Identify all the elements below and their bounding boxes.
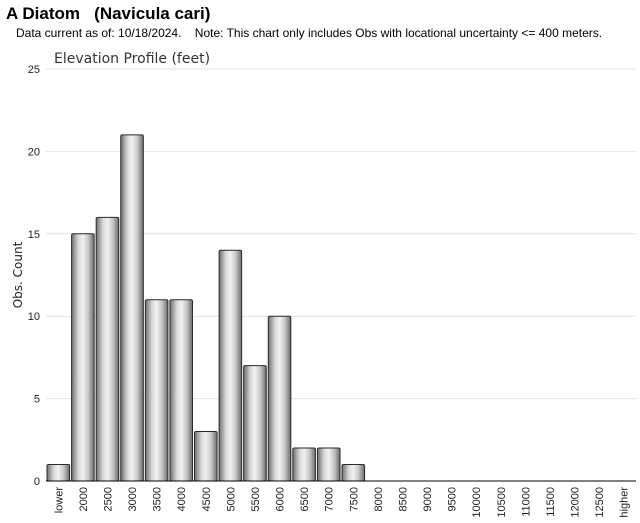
x-tick-label: lower [53,487,65,514]
bar-7500 [341,464,366,482]
bar-3500 [144,299,169,482]
x-tick-label: higher [619,487,631,518]
x-tick-label: 5000 [225,487,237,511]
x-tick-label: 10500 [496,487,508,518]
x-tick-label: 10000 [471,487,483,518]
y-tick-label: 20 [28,146,40,158]
bar-3000 [120,134,144,482]
y-tick-label: 5 [34,394,40,406]
x-tick-label: 7500 [348,487,360,511]
bar-4000 [169,299,194,482]
x-tick-label: 9500 [447,487,459,511]
bar-7000 [316,447,341,482]
bar-2000 [71,233,95,482]
y-tick-label: 10 [28,311,40,323]
x-tick-label: 4000 [176,487,188,511]
y-tick-label: 0 [34,476,40,488]
bar-6000 [267,315,292,482]
x-tick-label: 4500 [201,487,213,511]
x-tick-label: 12000 [570,487,582,518]
bar-5000 [218,249,243,482]
bar-5500 [243,365,267,482]
y-tick-label: 15 [28,229,40,241]
y-tick-label: 25 [28,64,40,76]
x-tick-label: 11500 [545,487,557,517]
bar-6500 [292,447,316,482]
x-tick-label: 6000 [275,487,287,511]
x-tick-label: 5500 [250,487,262,511]
bar-lower [46,464,71,482]
x-tick-label: 8000 [373,487,385,511]
x-tick-label: 8500 [397,487,409,511]
x-tick-label: 2000 [78,487,90,511]
data-note: Data current as of: 10/18/2024. Note: Th… [16,26,603,40]
x-tick-label: 12500 [594,487,606,518]
x-tick-label: 7000 [324,487,336,511]
y-axis-label: Obs. Count [11,241,25,308]
bar-4500 [194,431,218,482]
page-title: A Diatom (Navicula cari) [6,4,211,23]
x-tick-label: 6500 [299,487,311,511]
x-tick-label: 11000 [520,487,532,517]
x-tick-label: 9000 [422,487,434,511]
x-tick-label: 2500 [102,487,114,511]
chart-title: Elevation Profile (feet) [54,51,210,67]
x-tick-label: 3000 [127,487,139,511]
bar-2500 [95,216,120,482]
x-tick-label: 3500 [152,487,164,511]
